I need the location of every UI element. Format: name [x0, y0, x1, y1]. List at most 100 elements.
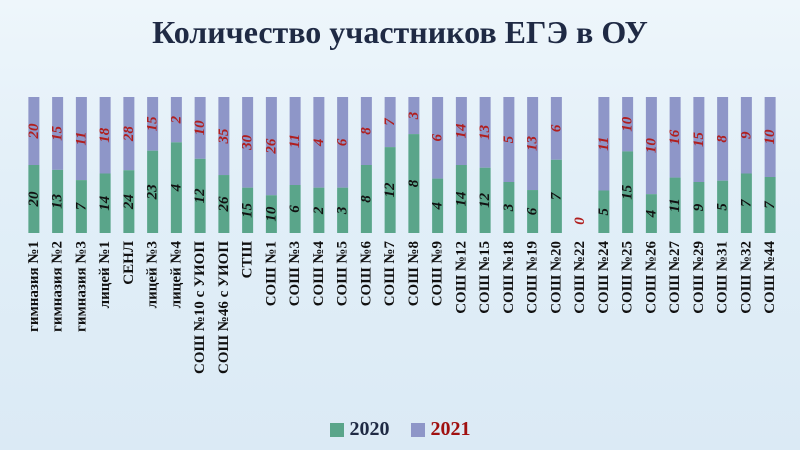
data-label-2021: 28 — [121, 126, 137, 143]
bar-2020 — [622, 151, 634, 233]
bar-2021 — [337, 97, 349, 188]
data-label-2020: 3 — [501, 203, 517, 212]
bar-2020 — [289, 185, 301, 233]
x-tick-label: гимназия №3 — [73, 241, 89, 332]
bar-2020 — [740, 173, 752, 233]
bar-2021 — [265, 97, 277, 196]
x-tick-label: СОШ №32 — [738, 241, 754, 314]
data-label-2021: 6 — [335, 138, 351, 146]
bar-2021 — [550, 97, 562, 160]
bar-2021 — [52, 97, 64, 170]
bar-2020 — [218, 175, 230, 233]
data-label-2020: 6 — [525, 207, 541, 215]
data-label-2020: 13 — [50, 193, 66, 209]
bar-2021 — [242, 97, 254, 188]
data-label-2020: 9 — [691, 203, 707, 211]
data-label-2021: 10 — [643, 138, 659, 154]
x-tick-label: СОШ №46 с УИОП — [216, 241, 232, 374]
data-label-2020: 14 — [453, 191, 469, 207]
bar-2021 — [360, 97, 372, 165]
data-label-2021: 14 — [453, 123, 469, 139]
bar-2020 — [265, 195, 277, 233]
legend-label-2021: 2021 — [430, 418, 471, 440]
data-label-2020: 26 — [216, 196, 232, 213]
bar-2020 — [408, 134, 420, 233]
bar-2021 — [503, 97, 515, 182]
data-label-2021: 15 — [691, 132, 707, 148]
data-label-2020: 10 — [263, 206, 279, 222]
bar-2020 — [242, 187, 254, 233]
bar-2021 — [598, 97, 610, 191]
x-tick-label: СОШ №31 — [715, 241, 731, 314]
data-label-2021: 4 — [311, 138, 327, 147]
data-label-2020: 7 — [738, 199, 754, 207]
data-label-2020: 6 — [287, 205, 303, 213]
x-tick-label: СОШ №25 — [620, 241, 636, 314]
data-label-2020: 12 — [382, 182, 398, 198]
bar-2020 — [28, 165, 40, 233]
data-label-2021: 6 — [548, 124, 564, 132]
bar-2020 — [147, 150, 159, 233]
bar-2020 — [503, 182, 515, 233]
x-tick-label: СОШ №18 — [501, 241, 517, 314]
bar-2021 — [693, 97, 705, 182]
data-label-2021: 3 — [406, 111, 422, 120]
data-label-2021: 35 — [216, 128, 232, 145]
data-label-2021: 10 — [192, 120, 208, 136]
x-tick-label: СОШ №24 — [596, 241, 612, 314]
x-tick-label: СОШ №4 — [311, 241, 327, 307]
x-tick-label: СОШ №15 — [477, 241, 493, 314]
x-tick-label: СОШ №1 — [263, 241, 279, 306]
bar-2020 — [598, 190, 610, 233]
bar-2021 — [75, 97, 87, 181]
data-label-2021: 13 — [477, 124, 493, 140]
bar-2021 — [289, 97, 301, 185]
data-label-2021: 9 — [738, 131, 754, 139]
x-tick-label: СОШ №29 — [691, 241, 707, 314]
x-tick-label: СОШ №6 — [358, 241, 374, 307]
bar-2020 — [384, 147, 396, 233]
x-tick-label: лицей №1 — [97, 241, 113, 308]
data-label-2021: 5 — [501, 135, 517, 143]
bar-2020 — [360, 165, 372, 233]
data-label-2021: 15 — [50, 125, 66, 141]
bar-2020 — [550, 159, 562, 233]
legend-swatch-2021 — [410, 422, 425, 437]
bar-2021 — [479, 97, 491, 168]
data-label-2020: 12 — [192, 188, 208, 204]
bar-2021 — [408, 97, 420, 135]
x-tick-label: СОШ №20 — [548, 241, 564, 314]
bar-2021 — [740, 97, 752, 174]
bar-2020 — [669, 177, 681, 233]
bar-2021 — [218, 97, 230, 176]
data-label-2020: 4 — [168, 183, 184, 192]
bar-2020 — [52, 169, 64, 233]
x-tick-label: СОШ №10 с УИОП — [192, 241, 208, 374]
x-tick-label: СОШ №26 — [643, 241, 659, 314]
data-label-2020: 24 — [121, 194, 137, 211]
data-label-2021: 20 — [26, 123, 42, 140]
data-label-2020: 12 — [477, 192, 493, 208]
data-label-2021: 26 — [263, 138, 279, 155]
bar-2020 — [313, 187, 325, 233]
data-label-2021: 8 — [358, 127, 374, 135]
bar-2020 — [75, 180, 87, 233]
x-tick-label: гимназия №1 — [26, 241, 42, 332]
bar-2020 — [337, 187, 349, 233]
data-label-2020: 3 — [335, 206, 351, 215]
data-label-2021: 11 — [287, 134, 303, 148]
bar-2021 — [194, 97, 206, 159]
data-label-2021: 18 — [97, 127, 113, 143]
data-label-2020: 11 — [667, 198, 683, 212]
data-label-2020: 4 — [643, 209, 659, 218]
data-label-2020: 8 — [406, 179, 422, 187]
bar-2020 — [194, 158, 206, 233]
x-tick-label: СОШ №27 — [667, 241, 683, 314]
x-tick-label: СТШ — [240, 240, 256, 278]
data-label-2020: 7 — [548, 192, 564, 200]
bar-2021 — [170, 97, 182, 143]
bar-2020 — [99, 173, 111, 233]
legend: 2020 2021 — [0, 418, 800, 443]
bar-2021 — [717, 97, 729, 181]
